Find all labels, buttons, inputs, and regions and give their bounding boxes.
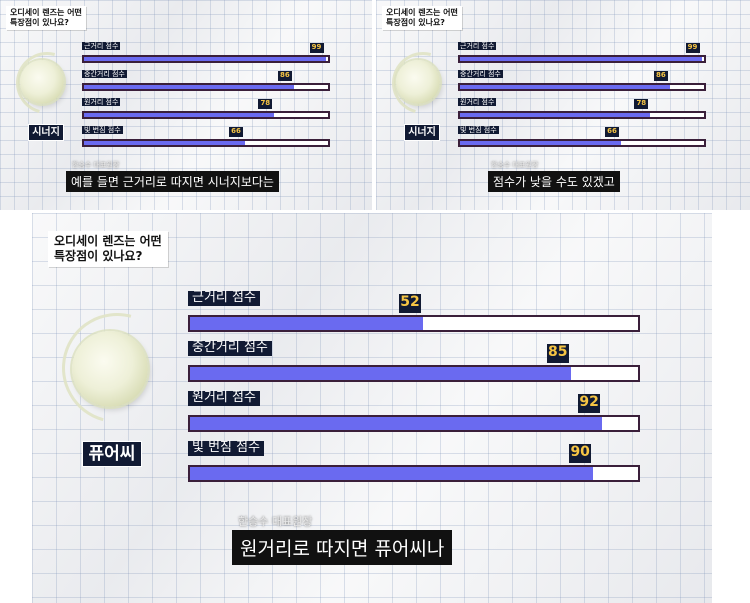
score-bar-fill	[460, 57, 702, 61]
bar-label: 빛 번짐 점수	[82, 126, 123, 135]
score-bar-fill	[190, 417, 603, 430]
bar-label: 원거리 점수	[458, 98, 497, 107]
score-bar	[458, 55, 706, 63]
score-bar-fill	[84, 141, 246, 145]
question-card: 오디세이 렌즈는 어떤 특장점이 있나요?	[382, 6, 462, 30]
score-value: 78	[258, 99, 273, 109]
score-bar	[188, 315, 640, 332]
score-value: 85	[546, 344, 569, 363]
lens-name-tag: 시너지	[404, 124, 440, 141]
subtitle-caption: 점수가 낮을 수도 있겠고	[488, 171, 620, 192]
bar-label: 근거리 점수	[82, 42, 121, 51]
score-value: 86	[653, 71, 668, 81]
bar-label: 근거리 점수	[458, 42, 497, 51]
lens-image	[20, 60, 64, 104]
bar-label: 중간거리 점수	[82, 70, 127, 79]
bar-label: 중간거리 점수	[458, 70, 503, 79]
lens-name-tag: 시너지	[28, 124, 64, 141]
bar-label: 중간거리 점수	[188, 340, 272, 356]
speaker-caption: 한승수 대표원장	[491, 161, 539, 169]
score-bar	[188, 365, 640, 382]
score-bar-fill	[460, 141, 622, 145]
score-value: 92	[578, 394, 601, 413]
speaker-caption: 한승수 대표원장	[238, 515, 313, 528]
score-value: 86	[277, 71, 292, 81]
score-bar-fill	[190, 467, 594, 480]
lens-name-tag: 퓨어씨	[82, 441, 142, 467]
score-bar-fill	[84, 85, 294, 89]
score-bar	[82, 111, 330, 119]
score-bar	[458, 83, 706, 91]
score-bar-fill	[84, 113, 275, 117]
score-bar	[82, 139, 330, 147]
video-frame-1: 오디세이 렌즈는 어떤 특장점이 있나요? 시너지 한승수 대표원장 예를 들면…	[0, 0, 372, 210]
score-value: 66	[229, 127, 244, 137]
score-bar	[458, 111, 706, 119]
bar-label: 근거리 점수	[188, 290, 260, 306]
subtitle-caption: 원거리로 따지면 퓨어씨나	[232, 530, 453, 565]
score-value: 66	[605, 127, 620, 137]
score-bar	[82, 83, 330, 91]
score-value: 78	[634, 99, 649, 109]
score-bar	[458, 139, 706, 147]
subtitle-caption: 예를 들면 근거리로 따지면 시너지보다는	[66, 171, 279, 192]
score-bar	[82, 55, 330, 63]
score-bar-fill	[190, 367, 571, 380]
video-frame-3: 오디세이 렌즈는 어떤 특장점이 있나요? 퓨어씨 한승수 대표원장 원거리로 …	[32, 213, 712, 603]
score-bar	[188, 465, 640, 482]
score-value: 99	[685, 43, 700, 53]
bar-label: 빛 번짐 점수	[188, 440, 265, 456]
lens-image	[396, 60, 440, 104]
bar-label: 원거리 점수	[188, 390, 260, 406]
score-value: 52	[398, 294, 421, 313]
lens-image	[72, 331, 148, 407]
score-bar-fill	[190, 317, 423, 330]
bar-label: 원거리 점수	[82, 98, 121, 107]
score-value: 90	[569, 444, 592, 463]
score-bar	[188, 415, 640, 432]
question-card: 오디세이 렌즈는 어떤 특장점이 있나요?	[48, 231, 168, 267]
question-card: 오디세이 렌즈는 어떤 특장점이 있나요?	[6, 6, 86, 30]
score-bar-fill	[460, 113, 651, 117]
score-bar-fill	[84, 57, 326, 61]
speaker-caption: 한승수 대표원장	[72, 161, 120, 169]
score-value: 99	[309, 43, 324, 53]
video-frame-2: 오디세이 렌즈는 어떤 특장점이 있나요? 시너지 한승수 대표원장 점수가 낮…	[376, 0, 750, 210]
score-bar-fill	[460, 85, 670, 89]
bar-label: 빛 번짐 점수	[458, 126, 499, 135]
